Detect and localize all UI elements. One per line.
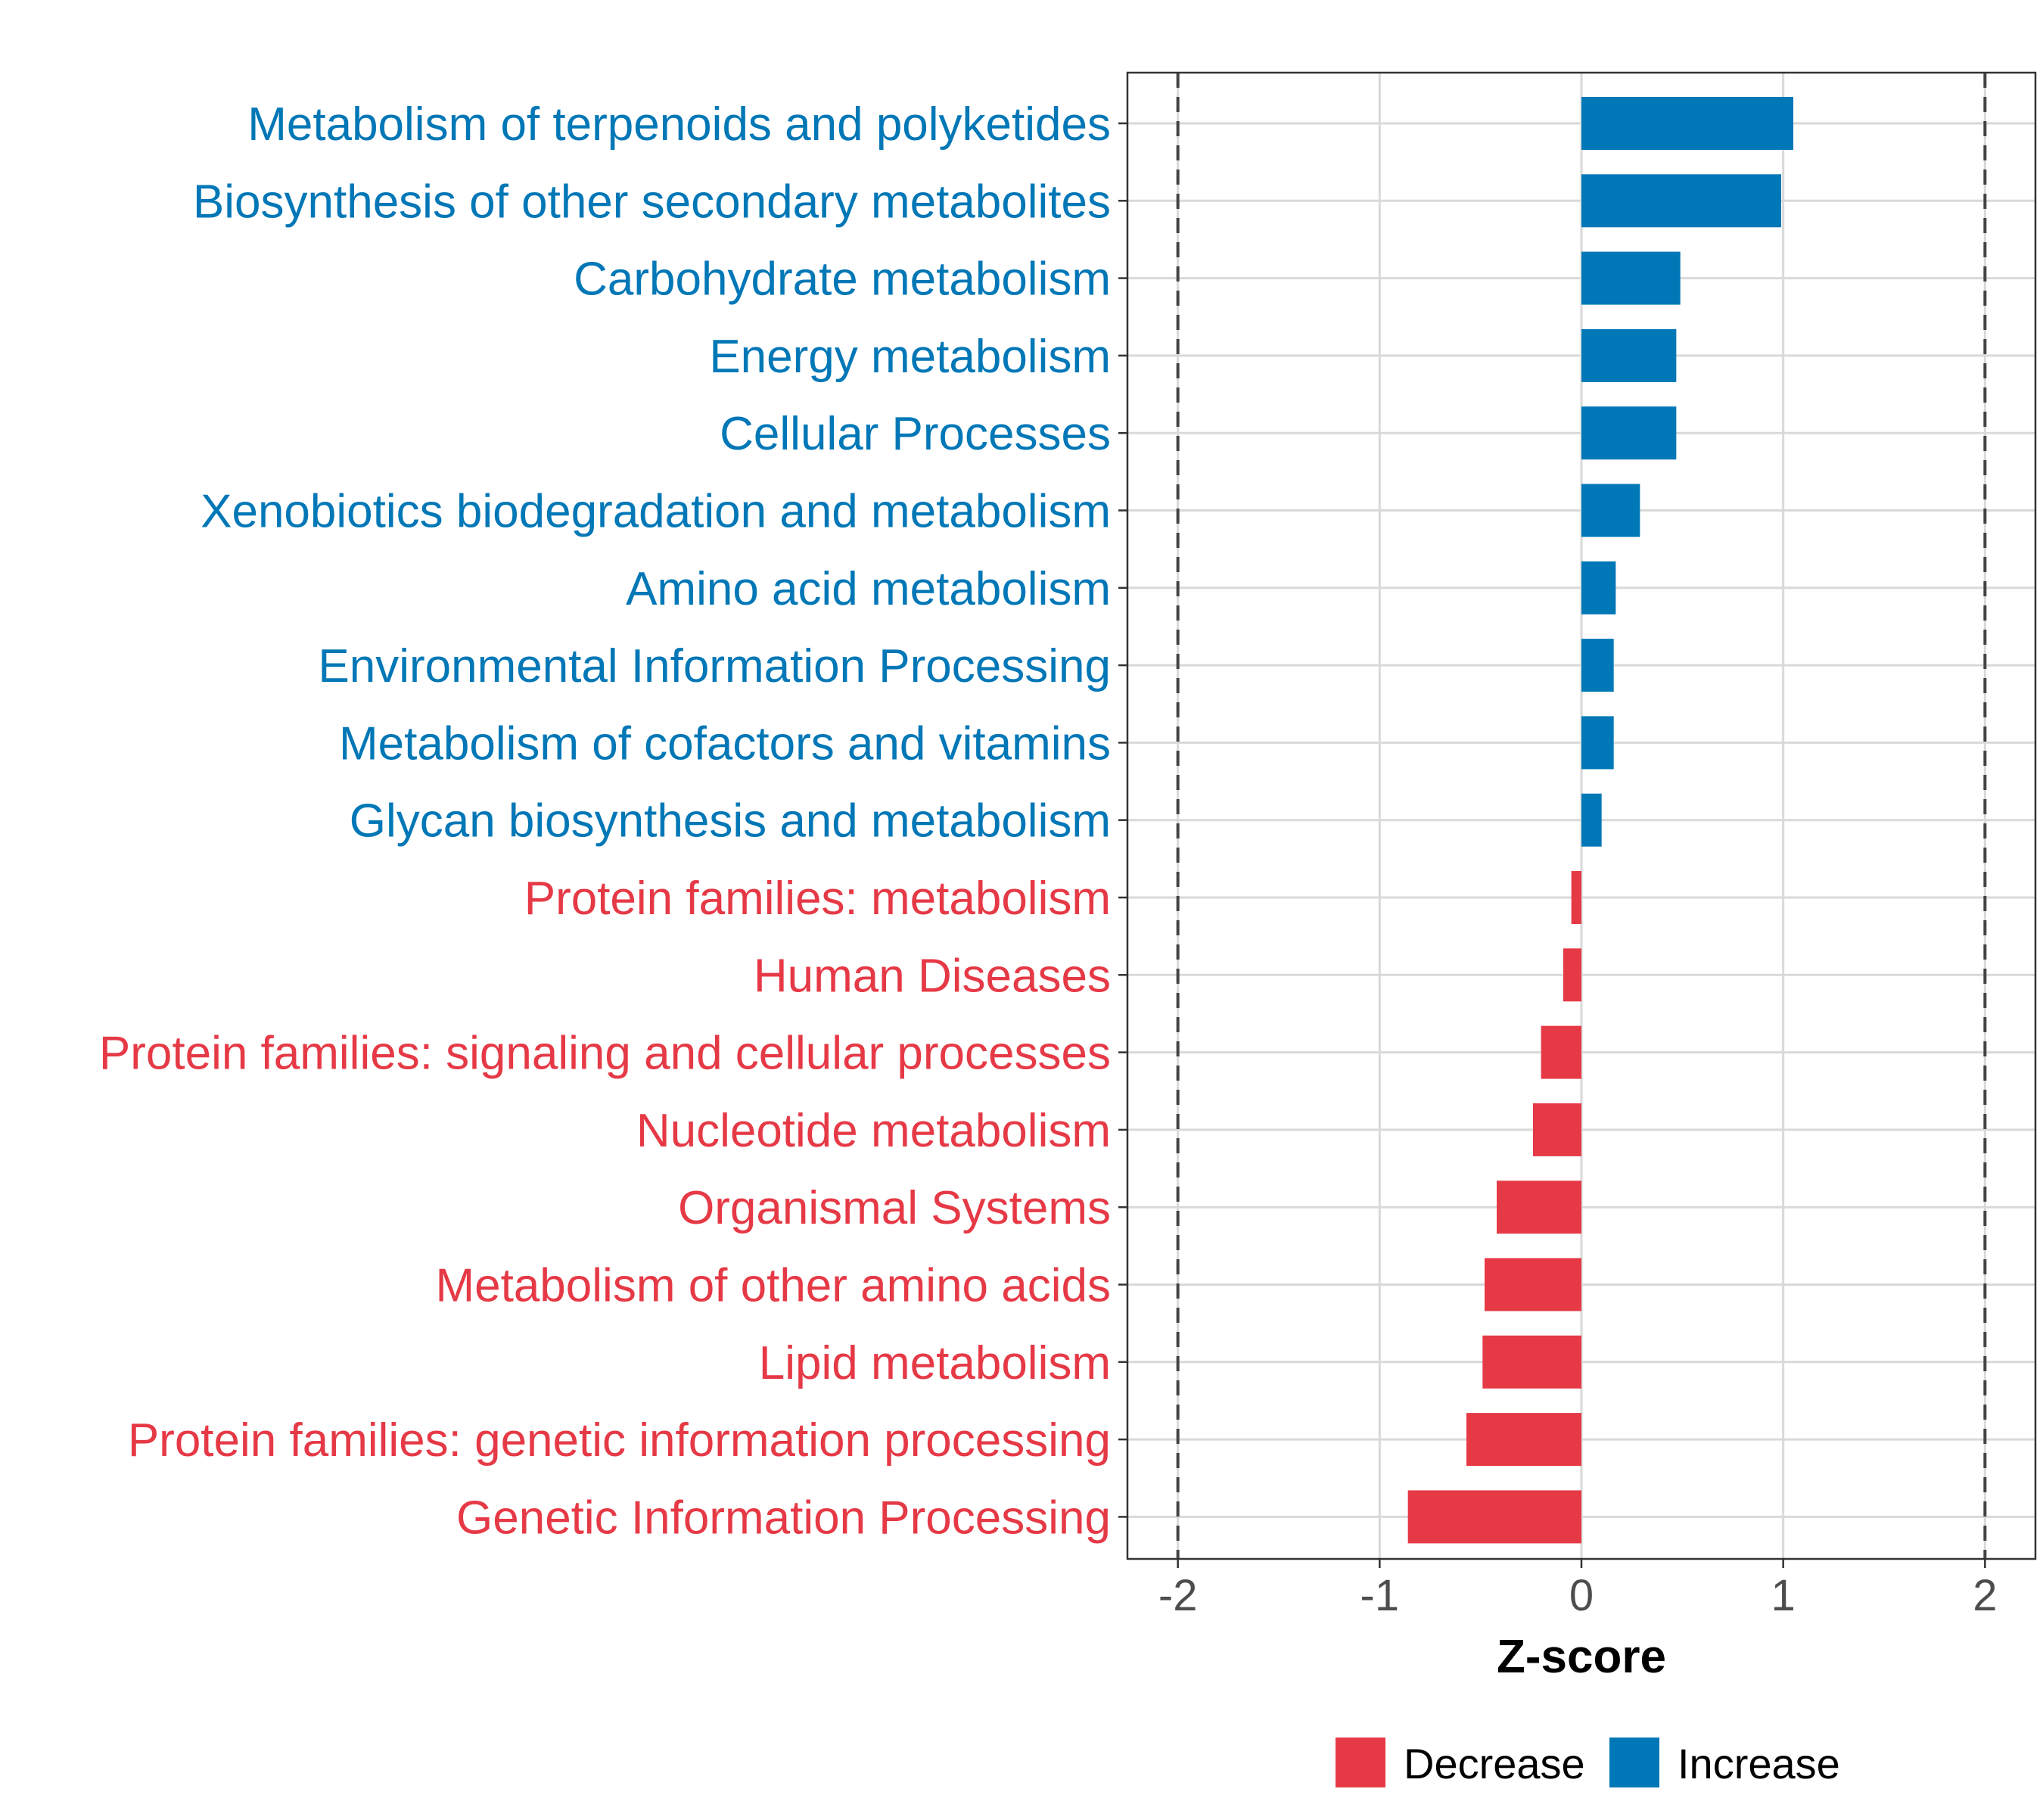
y-tick-label: Nucleotide metabolism bbox=[636, 1105, 1111, 1157]
legend: Decrease Increase bbox=[1336, 1738, 1840, 1787]
y-tick-label: Human Diseases bbox=[754, 950, 1111, 1002]
x-tick-label: 2 bbox=[1973, 1571, 1997, 1620]
y-axis: Metabolism of terpenoids and polyketides… bbox=[99, 98, 1127, 1544]
y-tick-label: Metabolism of other amino acids bbox=[435, 1260, 1111, 1312]
x-tick-label: -2 bbox=[1158, 1571, 1198, 1620]
y-tick-label: Metabolism of cofactors and vitamins bbox=[339, 717, 1111, 770]
y-tick-label: Organismal Systems bbox=[678, 1182, 1111, 1234]
y-tick-label: Protein families: genetic information pr… bbox=[128, 1414, 1111, 1467]
y-tick-label: Environmental Information Processing bbox=[318, 640, 1111, 692]
bar bbox=[1581, 716, 1614, 770]
y-tick-label: Cellular Processes bbox=[720, 408, 1111, 460]
x-tick-label: -1 bbox=[1360, 1571, 1400, 1620]
y-tick-label: Amino acid metabolism bbox=[626, 563, 1111, 615]
bar bbox=[1581, 406, 1677, 460]
y-tick-label: Xenobiotics biodegradation and metabolis… bbox=[201, 486, 1111, 538]
bar bbox=[1581, 639, 1614, 692]
bar bbox=[1571, 871, 1581, 924]
bar bbox=[1485, 1258, 1581, 1311]
y-tick-label: Metabolism of terpenoids and polyketides bbox=[247, 98, 1111, 151]
legend-label-increase: Increase bbox=[1678, 1740, 1840, 1787]
bar-layer bbox=[1407, 97, 1793, 1544]
legend-key-decrease bbox=[1336, 1738, 1385, 1787]
bar bbox=[1581, 328, 1677, 382]
bar bbox=[1407, 1490, 1581, 1544]
legend-label-decrease: Decrease bbox=[1404, 1740, 1585, 1787]
bar bbox=[1581, 793, 1602, 847]
x-tick-label: 1 bbox=[1771, 1571, 1796, 1620]
bar bbox=[1581, 97, 1793, 150]
y-tick-label: Energy metabolism bbox=[709, 331, 1111, 383]
bar bbox=[1497, 1181, 1581, 1234]
reference-line-layer bbox=[1176, 73, 1987, 1559]
x-axis: -2 -1 0 1 2 bbox=[1158, 1559, 1997, 1620]
bar bbox=[1466, 1413, 1581, 1467]
x-tick-label: 0 bbox=[1569, 1571, 1594, 1620]
bar bbox=[1581, 174, 1781, 228]
bar bbox=[1581, 251, 1681, 305]
y-tick-label: Genetic Information Processing bbox=[456, 1492, 1111, 1544]
x-axis-title: Z-score bbox=[1497, 1631, 1666, 1683]
bar bbox=[1533, 1103, 1581, 1156]
y-tick-label: Carbohydrate metabolism bbox=[574, 254, 1111, 306]
y-tick-label: Biosynthesis of other secondary metaboli… bbox=[193, 176, 1111, 228]
y-tick-label: Protein families: signaling and cellular… bbox=[99, 1028, 1111, 1080]
bar bbox=[1581, 561, 1616, 614]
y-tick-label: Lipid metabolism bbox=[759, 1337, 1111, 1389]
legend-key-increase bbox=[1609, 1738, 1659, 1787]
bar bbox=[1581, 484, 1640, 537]
bar bbox=[1563, 948, 1581, 1002]
bar bbox=[1541, 1025, 1581, 1079]
bar bbox=[1482, 1335, 1581, 1389]
y-tick-label: Glycan biosynthesis and metabolism bbox=[350, 795, 1111, 848]
y-tick-label: Protein families: metabolism bbox=[524, 873, 1111, 925]
